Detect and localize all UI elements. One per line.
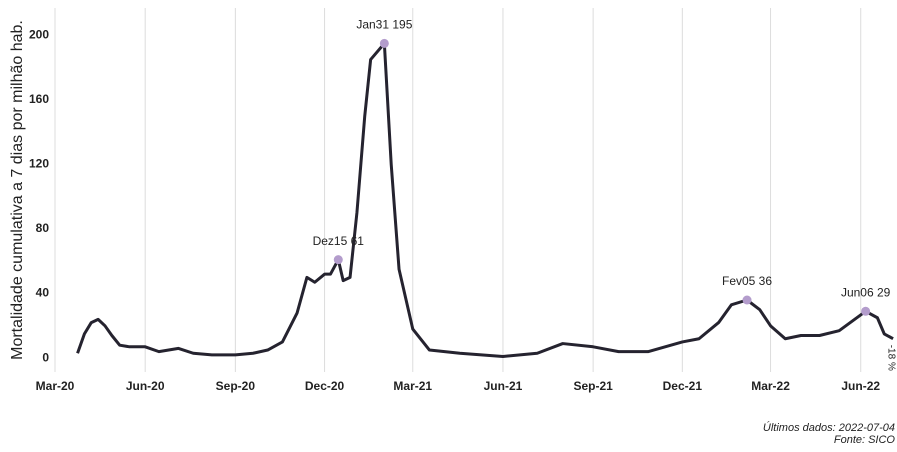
x-tick-label: Mar-22	[751, 379, 790, 393]
annotation-marker	[742, 295, 752, 305]
annotation-label: Dez15 61	[313, 234, 365, 248]
annotation-label: Jan31 195	[356, 18, 412, 32]
x-tick-label: Dec-20	[305, 379, 345, 393]
x-tick-label: Jun-20	[126, 379, 165, 393]
y-tick-label: 120	[29, 157, 49, 171]
annotation-marker	[379, 38, 389, 48]
source: Fonte: SICO	[834, 434, 896, 446]
annotation-label: Fev05 36	[722, 274, 772, 288]
footnote: Últimos dados: 2022-07-04	[763, 421, 895, 434]
annotation-label: Jun06 29	[841, 285, 891, 299]
x-tick-label: Sep-20	[216, 379, 256, 393]
y-tick-label: 40	[36, 286, 50, 300]
annotation-marker	[333, 255, 343, 265]
x-tick-label: Mar-20	[36, 379, 75, 393]
x-tick-label: Jun-21	[484, 379, 523, 393]
y-tick-label: 0	[42, 350, 49, 364]
x-tick-label: Sep-21	[573, 379, 613, 393]
x-tick-label: Mar-21	[393, 379, 432, 393]
x-tick-label: Dec-21	[663, 379, 703, 393]
annotation-marker	[861, 306, 871, 316]
y-tick-label: 80	[36, 221, 50, 235]
line	[76, 41, 894, 358]
end-label: -18 %	[885, 345, 896, 371]
x-tick-label: Jun-22	[841, 379, 880, 393]
y-tick-label: 160	[29, 92, 49, 106]
y-tick-label: 200	[29, 28, 49, 42]
y-axis-label: Mortalidade cumulativa a 7 dias por milh…	[9, 20, 26, 360]
